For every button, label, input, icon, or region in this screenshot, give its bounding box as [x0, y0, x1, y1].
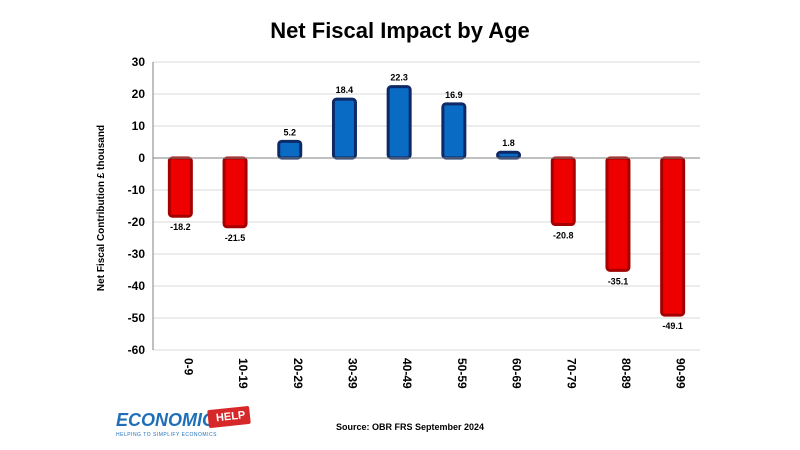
y-axis-label: Net Fiscal Contribution £ thousand: [96, 125, 107, 291]
axes: 30 20 10 0 -10 -20 -30 -40 -50 -60 0-9 10-19 20-29 30…: [128, 55, 700, 389]
x-tick-label-80-89: 80-89: [619, 358, 633, 389]
data-label-90-99: -49.1: [662, 321, 683, 331]
source-note: Source: OBR FRS September 2024: [336, 422, 485, 432]
x-tick-label-30-39: 30-39: [345, 358, 359, 389]
y-tick-label: 10: [132, 119, 146, 133]
data-label-80-89: -35.1: [608, 276, 629, 286]
bar-70-79: [550, 156, 576, 227]
economics-help-logo: ECONOMICS HELP HELPING TO SIMPLIFY ECONO…: [116, 405, 256, 444]
data-label-30-39: 18.4: [336, 85, 354, 95]
x-tick-label-0-9: 0-9: [181, 358, 195, 376]
x-tick-label-60-69: 60-69: [510, 358, 524, 389]
bar-60-69: [496, 150, 522, 160]
y-tick-label: -60: [128, 343, 146, 357]
logo-help-badge: HELP: [207, 405, 252, 429]
bar-50-59: [441, 102, 467, 160]
y-tick-label: -20: [128, 215, 146, 229]
bar-10-19: [222, 156, 248, 229]
data-label-0-9: -18.2: [170, 222, 191, 232]
data-label-40-49: 22.3: [390, 73, 408, 83]
data-label-60-69: 1.8: [502, 138, 515, 148]
y-tick-label: -40: [128, 279, 146, 293]
x-tick-label-70-79: 70-79: [564, 358, 578, 389]
x-tick-label-50-59: 50-59: [455, 358, 469, 389]
data-label-50-59: 16.9: [445, 90, 463, 100]
y-tick-label: 20: [132, 87, 146, 101]
bar-0-9: [167, 156, 193, 218]
chart-title: Net Fiscal Impact by Age: [270, 18, 530, 43]
logo-tagline: HELPING TO SIMPLIFY ECONOMICS: [116, 432, 217, 438]
y-tick-label: -50: [128, 311, 146, 325]
bar-30-39: [331, 97, 357, 160]
y-tick-label: 30: [132, 55, 146, 69]
logo-wordmark: ECONOMICS: [116, 410, 228, 430]
x-tick-label-20-29: 20-29: [291, 358, 305, 389]
bar-80-89: [605, 156, 631, 272]
bar-20-29: [277, 139, 303, 160]
y-tick-label: 0: [138, 151, 145, 165]
y-tick-label: -10: [128, 183, 146, 197]
bar-90-99: [660, 156, 686, 317]
data-labels: -18.2 -21.5 5.2 18.4 22.3 16.9 1.8 -20.8 -35.1 -4…: [170, 73, 683, 331]
data-label-20-29: 5.2: [283, 127, 296, 137]
y-tick-label: -30: [128, 247, 146, 261]
bars: [167, 85, 686, 317]
data-label-10-19: -21.5: [225, 233, 246, 243]
data-label-70-79: -20.8: [553, 231, 574, 241]
x-tick-label-40-49: 40-49: [400, 358, 414, 389]
x-tick-label-90-99: 90-99: [674, 358, 688, 389]
bar-40-49: [386, 85, 412, 160]
x-tick-label-10-19: 10-19: [236, 358, 250, 389]
